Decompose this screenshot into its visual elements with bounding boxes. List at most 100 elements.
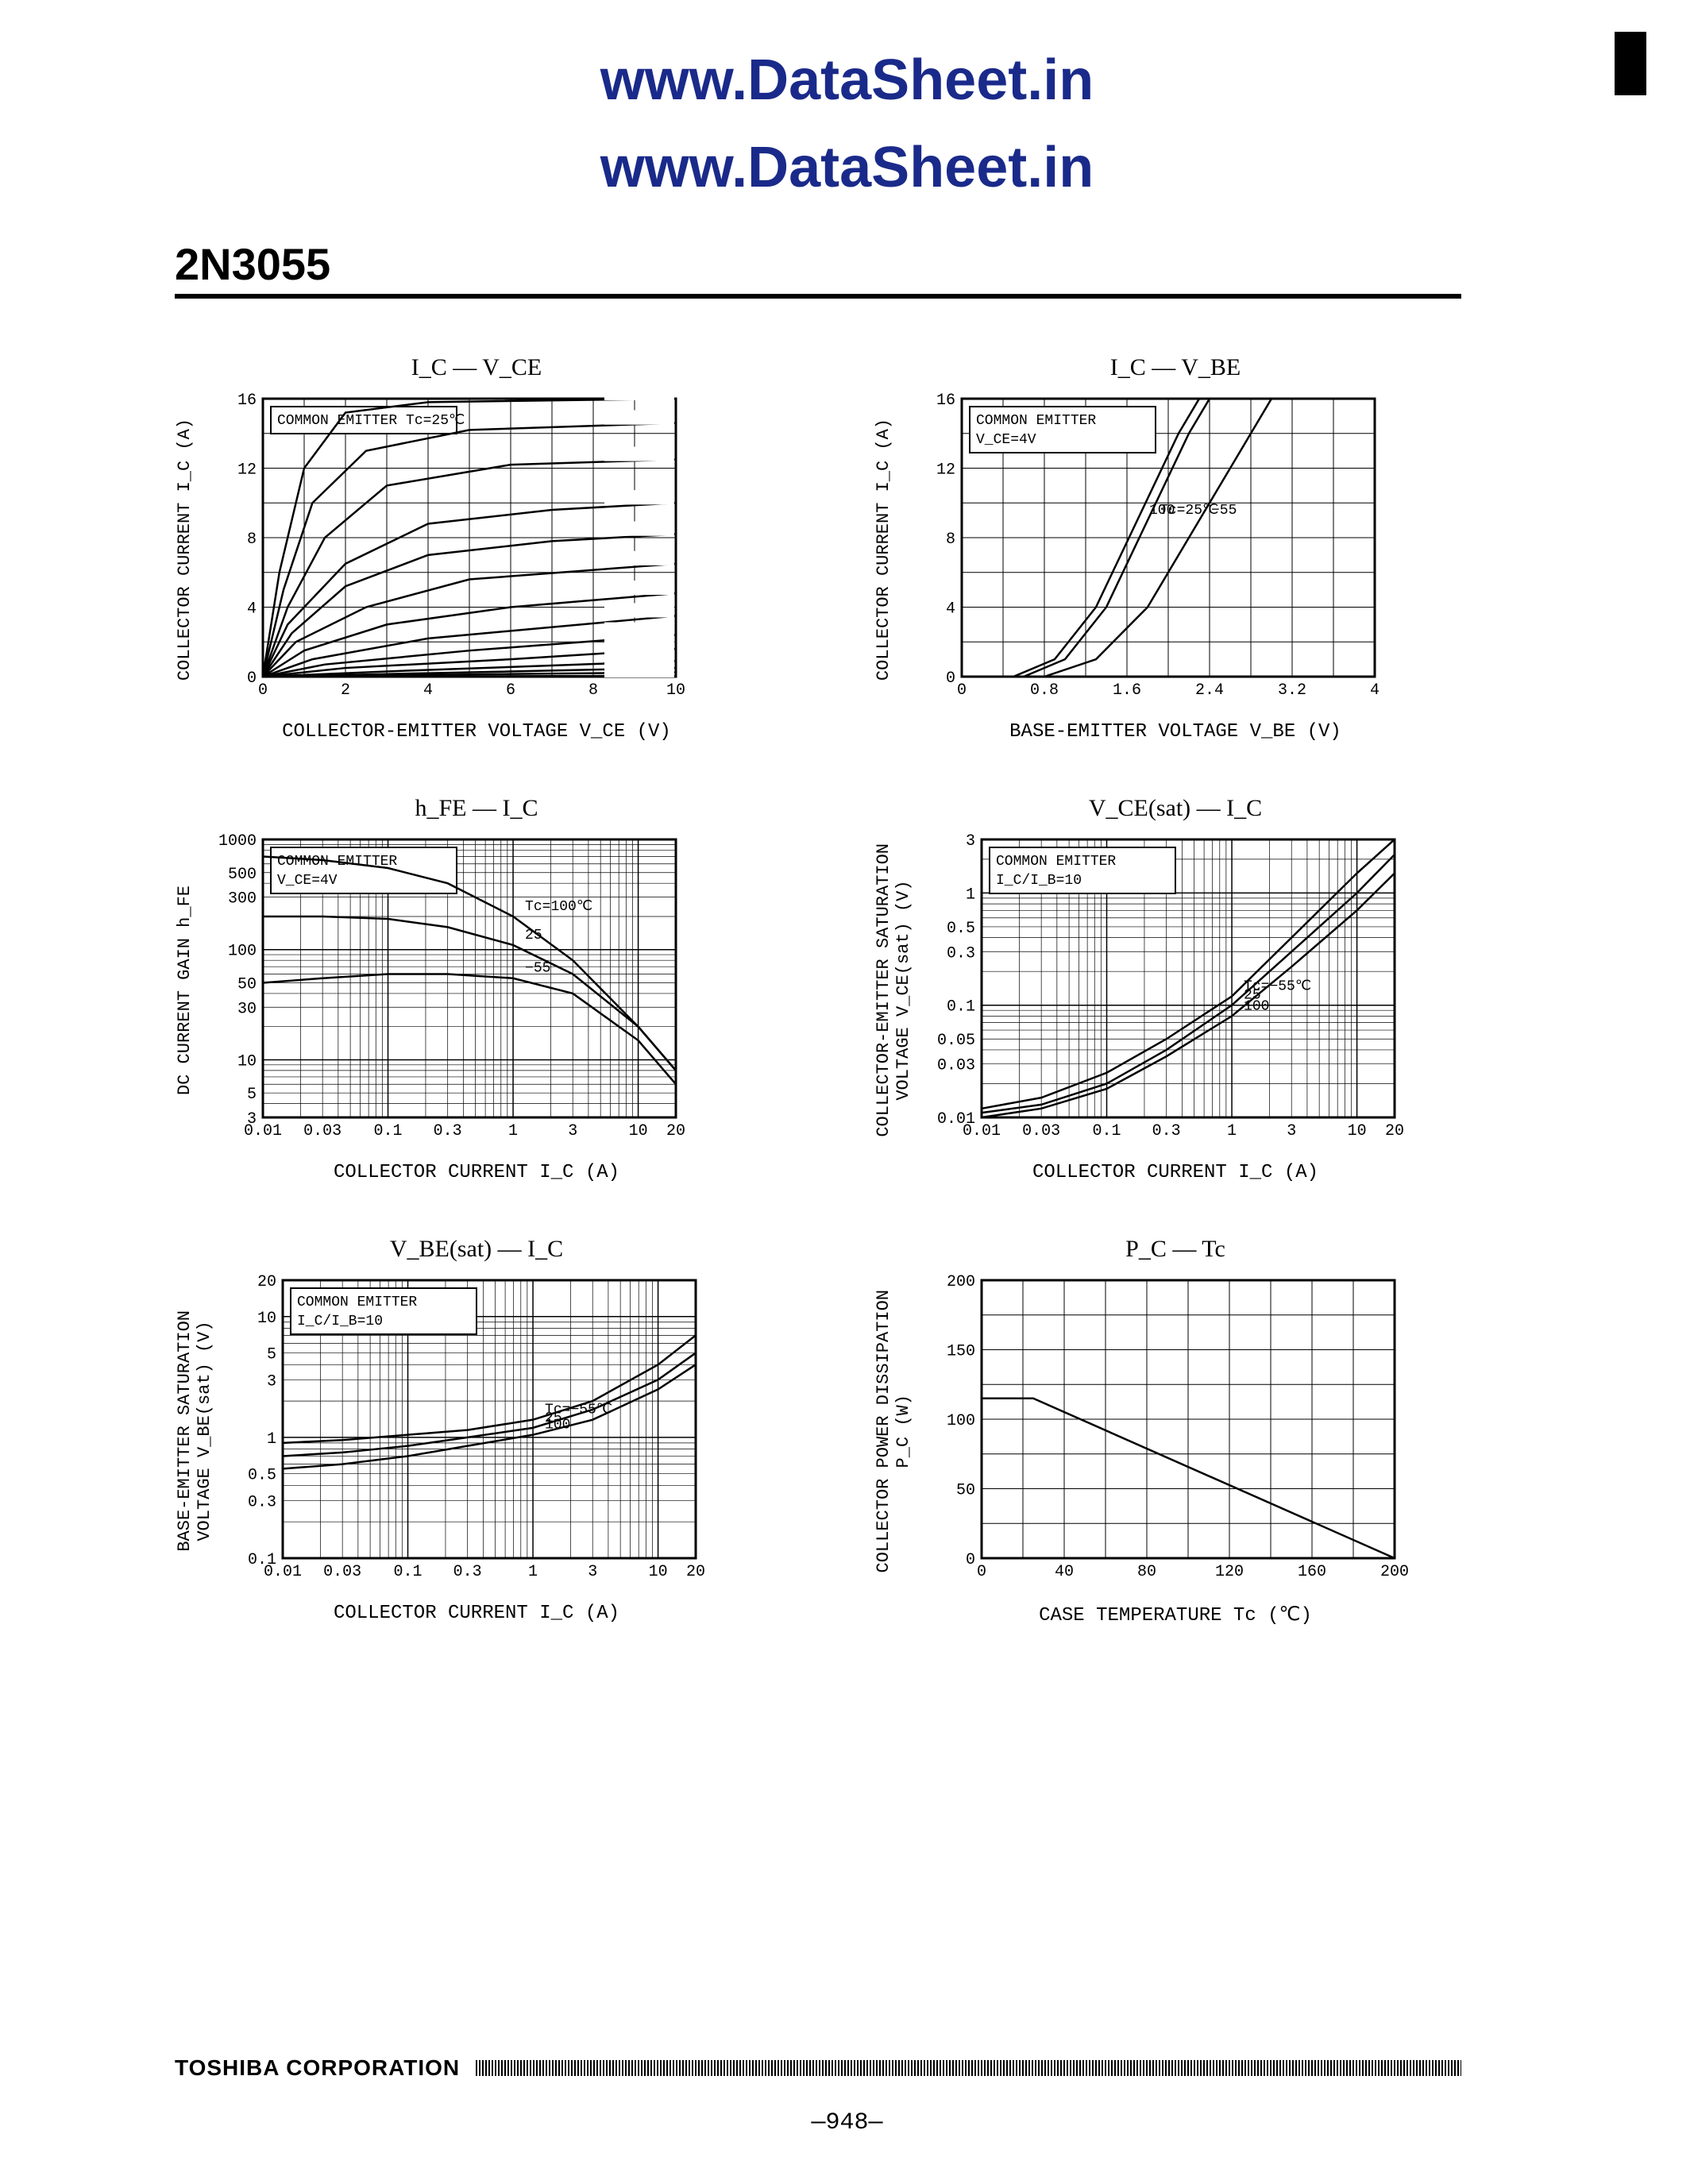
svg-text:I_C/I_B=10: I_C/I_B=10 [996, 873, 1082, 889]
svg-text:100: 100 [545, 1418, 570, 1433]
svg-text:0: 0 [977, 1563, 986, 1581]
chart-ic-vbe-ylabel: COLLECTOR CURRENT I_C (A) [874, 419, 893, 681]
svg-text:3.2: 3.2 [1278, 681, 1306, 700]
chart-hfe-ic-svg: 0.010.030.10.313102035103050100300500100… [199, 824, 692, 1157]
svg-text:100: 100 [947, 1412, 975, 1430]
svg-text:12: 12 [237, 461, 257, 480]
svg-text:0.03: 0.03 [937, 1057, 975, 1075]
svg-text:50: 50 [237, 975, 257, 994]
watermark-2: www.DataSheet.in [0, 135, 1694, 200]
svg-text:0.1: 0.1 [947, 998, 975, 1017]
svg-text:3: 3 [1287, 1122, 1296, 1140]
svg-text:20: 20 [666, 1122, 685, 1140]
chart-ic-vce-title: I_C — V_CE [175, 354, 778, 381]
svg-text:1: 1 [528, 1563, 538, 1581]
part-number: 2N3055 [175, 238, 330, 290]
chart-pc-tc-xlabel: CASE TEMPERATURE Tc (℃) [874, 1603, 1477, 1626]
svg-text:0.1: 0.1 [394, 1563, 423, 1581]
svg-text:25: 25 [525, 928, 542, 943]
svg-text:16: 16 [936, 392, 955, 410]
chart-pc-tc: P_C — Tc COLLECTOR POWER DISSIPATION P_C… [874, 1231, 1477, 1626]
svg-text:0: 0 [966, 1551, 975, 1569]
svg-text:0.3: 0.3 [434, 1122, 462, 1140]
svg-text:3: 3 [966, 832, 975, 851]
svg-text:0: 0 [957, 681, 967, 700]
svg-text:10: 10 [237, 1052, 257, 1071]
svg-text:1000: 1000 [218, 832, 257, 851]
chart-ic-vce-svg: 02468100481216COMMON EMITTER Tc=25℃421.5… [199, 383, 692, 716]
svg-text:0: 0 [247, 669, 257, 688]
chart-vcesat-ic-ylabel: COLLECTOR-EMITTER SATURATION VOLTAGE V_C… [874, 843, 913, 1137]
page-number: —948— [0, 2109, 1694, 2136]
svg-text:2.4: 2.4 [1195, 681, 1224, 700]
page-footer: TOSHIBA CORPORATION [175, 2055, 1461, 2081]
svg-text:150: 150 [947, 1343, 975, 1361]
svg-text:300: 300 [228, 890, 257, 909]
svg-text:COMMON EMITTER: COMMON EMITTER [297, 1295, 417, 1310]
svg-text:5: 5 [247, 1086, 257, 1104]
chart-ic-vce: I_C — V_CE COLLECTOR CURRENT I_C (A) 024… [175, 349, 778, 743]
chart-hfe-ic-ylabel: DC CURRENT GAIN h_FE [175, 886, 195, 1095]
svg-text:0.5: 0.5 [947, 920, 975, 938]
footer-company: TOSHIBA CORPORATION [175, 2055, 460, 2081]
svg-text:1: 1 [1227, 1122, 1237, 1140]
svg-text:0.8: 0.8 [1030, 681, 1059, 700]
svg-text:1: 1 [508, 1122, 518, 1140]
svg-text:0: 0 [946, 669, 955, 688]
chart-vbesat-ic-svg: 0.010.030.10.31310200.10.30.51351020COMM… [219, 1264, 712, 1598]
svg-text:0.05: 0.05 [937, 1032, 975, 1050]
svg-text:200: 200 [947, 1273, 975, 1291]
chart-pc-tc-svg: 04080120160200050100150200 [918, 1264, 1410, 1598]
svg-text:120: 120 [1215, 1563, 1244, 1581]
chart-hfe-ic: h_FE — I_C DC CURRENT GAIN h_FE 0.010.03… [175, 790, 778, 1183]
svg-text:1: 1 [267, 1430, 276, 1449]
svg-text:0.03: 0.03 [1022, 1122, 1060, 1140]
svg-text:4: 4 [247, 600, 257, 619]
svg-text:0.5: 0.5 [248, 1467, 276, 1485]
svg-text:100: 100 [1244, 998, 1269, 1014]
svg-text:10: 10 [649, 1563, 668, 1581]
svg-text:80: 80 [1137, 1563, 1156, 1581]
svg-text:3: 3 [247, 1110, 257, 1129]
chart-vcesat-ic-svg: 0.010.030.10.31310200.010.030.050.10.30.… [918, 824, 1410, 1157]
svg-text:10: 10 [666, 681, 685, 700]
svg-text:0.03: 0.03 [323, 1563, 361, 1581]
svg-text:50: 50 [956, 1482, 975, 1500]
svg-text:COMMON EMITTER: COMMON EMITTER [976, 413, 1096, 429]
svg-text:10: 10 [1348, 1122, 1367, 1140]
svg-text:0.3: 0.3 [1152, 1122, 1181, 1140]
title-rule [175, 294, 1461, 299]
svg-text:COMMON EMITTER: COMMON EMITTER [996, 854, 1116, 870]
svg-text:0: 0 [258, 681, 268, 700]
chart-vbesat-ic-xlabel: COLLECTOR CURRENT I_C (A) [175, 1603, 778, 1624]
svg-text:8: 8 [946, 531, 955, 549]
chart-hfe-ic-title: h_FE — I_C [175, 795, 778, 822]
svg-text:0.1: 0.1 [1093, 1122, 1121, 1140]
svg-text:3: 3 [588, 1563, 597, 1581]
svg-text:1.6: 1.6 [1113, 681, 1141, 700]
svg-text:8: 8 [247, 531, 257, 549]
charts-grid: I_C — V_CE COLLECTOR CURRENT I_C (A) 024… [175, 349, 1525, 1674]
svg-text:V_CE=4V: V_CE=4V [976, 432, 1036, 448]
chart-ic-vbe-title: I_C — V_BE [874, 354, 1477, 381]
svg-text:100: 100 [228, 943, 257, 961]
svg-text:0.1: 0.1 [248, 1551, 276, 1569]
watermark-1: www.DataSheet.in [0, 48, 1694, 113]
chart-ic-vbe-xlabel: BASE-EMITTER VOLTAGE V_BE (V) [874, 721, 1477, 743]
svg-text:8: 8 [588, 681, 598, 700]
chart-vcesat-ic-title: V_CE(sat) — I_C [874, 795, 1477, 822]
svg-text:0.3: 0.3 [947, 944, 975, 963]
chart-ic-vce-xlabel: COLLECTOR-EMITTER VOLTAGE V_CE (V) [175, 721, 778, 743]
svg-text:10: 10 [257, 1310, 276, 1328]
svg-text:40: 40 [1055, 1563, 1074, 1581]
svg-text:1: 1 [966, 886, 975, 904]
svg-text:Tc=100℃: Tc=100℃ [525, 899, 592, 915]
svg-text:16: 16 [237, 392, 257, 410]
svg-text:4: 4 [946, 600, 955, 619]
chart-vcesat-ic-xlabel: COLLECTOR CURRENT I_C (A) [874, 1162, 1477, 1183]
svg-text:V_CE=4V: V_CE=4V [277, 873, 338, 889]
svg-text:−55: −55 [1211, 503, 1237, 519]
svg-text:6: 6 [506, 681, 515, 700]
svg-text:5: 5 [267, 1346, 276, 1364]
svg-text:500: 500 [228, 866, 257, 884]
